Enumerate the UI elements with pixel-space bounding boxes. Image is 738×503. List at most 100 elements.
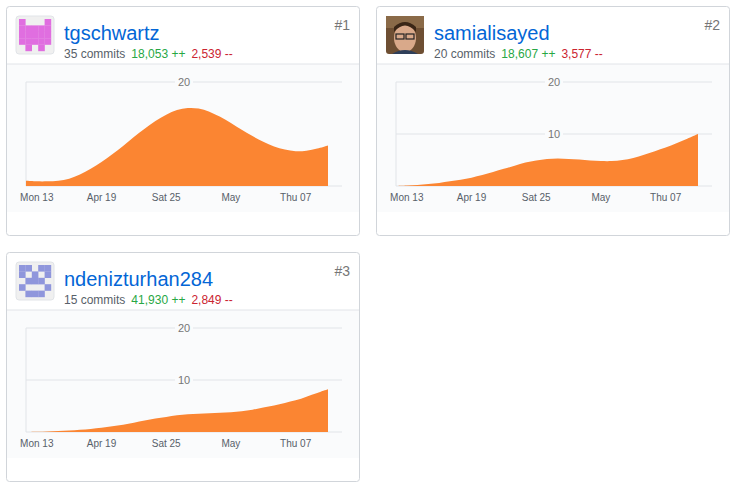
username[interactable]: samialisayed	[434, 22, 550, 44]
avatar-bg	[16, 262, 54, 300]
plot-background	[7, 64, 359, 212]
avatar-pixel	[38, 291, 45, 298]
commit-count: 20 commits	[434, 47, 495, 61]
avatar-pixel	[32, 32, 39, 39]
y-tick-label: 20	[178, 322, 190, 334]
tick-label-bg	[175, 322, 193, 334]
y-tick-label: 10	[548, 128, 560, 140]
avatar-glasses	[406, 34, 414, 39]
avatar-pixel	[32, 38, 39, 45]
commit-count: 15 commits	[64, 293, 125, 307]
x-tick-label: Apr 19	[87, 192, 117, 203]
card-frame	[7, 253, 360, 482]
x-tick-label: May	[221, 438, 240, 449]
deletions: 2,539 --	[191, 47, 232, 61]
additions: 18,053 ++	[131, 47, 185, 61]
avatar-pixel	[19, 38, 26, 45]
avatar-pixel	[25, 38, 32, 45]
username[interactable]: ndenizturhan284	[64, 268, 213, 290]
avatar-pixel	[45, 271, 52, 278]
x-tick-label: May	[591, 192, 610, 203]
avatar-pixel	[19, 265, 26, 272]
tick-label-bg	[175, 374, 193, 386]
avatar-pixel	[19, 25, 26, 32]
plot-marks	[26, 389, 328, 432]
avatar-pixel	[32, 291, 39, 298]
avatar	[16, 16, 54, 54]
x-tick-label: Mon 13	[390, 192, 424, 203]
x-tick-label: Thu 07	[280, 438, 312, 449]
avatar-pixel	[25, 32, 32, 39]
avatar-pixel	[25, 278, 32, 285]
avatar-shirt	[392, 50, 418, 54]
commit-area	[26, 108, 328, 186]
commit-count: 35 commits	[64, 47, 125, 61]
x-tick-label: Sat 25	[152, 438, 181, 449]
avatar-pixel	[45, 25, 52, 32]
avatar-pixel	[45, 284, 52, 291]
grid	[396, 82, 712, 134]
avatar-pixel	[25, 25, 32, 32]
avatar-hair	[394, 22, 416, 32]
plot-marks	[396, 134, 698, 186]
contributor-card: samialisayed#220 commits18,607 ++3,577 -…	[377, 7, 730, 236]
y-tick-labels: 10 20	[545, 76, 563, 140]
additions: 18,607 ++	[501, 47, 555, 61]
avatar-pixel	[25, 265, 32, 272]
avatar-pixel	[38, 32, 45, 39]
avatar-pixel	[45, 19, 52, 26]
avatar-bg	[386, 16, 424, 54]
avatar-pixel	[32, 278, 39, 285]
x-tick-label: Sat 25	[522, 192, 551, 203]
avatar-pixel	[45, 265, 52, 272]
avatar-bg	[16, 16, 54, 54]
avatar	[386, 16, 424, 54]
username[interactable]: tgschwartz	[64, 22, 160, 44]
x-tick-label: May	[221, 192, 240, 203]
x-tick-labels: Mon 13Apr 19Sat 25MayThu 07	[20, 438, 312, 449]
tick-label-bg	[175, 76, 193, 88]
x-tick-labels: Mon 13Apr 19Sat 25MayThu 07	[20, 192, 312, 203]
y-axis-line	[26, 82, 27, 186]
x-tick-labels: Mon 13 Apr 19 Sat 25 May Thu 07	[390, 192, 682, 203]
avatar	[16, 262, 54, 300]
y-tick-label: 20	[548, 76, 560, 88]
avatar-pixel	[45, 38, 52, 45]
avatar-pixel	[19, 271, 26, 278]
tick-label-bg	[545, 76, 563, 88]
plot-background	[377, 64, 729, 212]
avatar-pixel	[45, 32, 52, 39]
additions: 41,930 ++	[131, 293, 185, 307]
avatar-pixel	[38, 25, 45, 32]
x-tick-label: Mon 13	[20, 192, 54, 203]
y-tick-labels: 20	[175, 76, 193, 88]
y-tick-labels: 10 20	[175, 322, 193, 386]
grid	[26, 328, 342, 380]
commit-area	[396, 134, 698, 186]
rank: #3	[334, 263, 350, 279]
avatar-pixel	[32, 271, 39, 278]
contributor-card: tgschwartz #1 35 commits 18,053 ++ 2,539 -- 2…	[7, 7, 360, 236]
x-tick-label: Apr 19	[457, 192, 487, 203]
avatar-pixel	[19, 19, 26, 26]
x-tick-label: Apr 19	[87, 438, 117, 449]
header-divider	[377, 64, 729, 65]
rank: #1	[334, 17, 350, 33]
avatar-pixel	[38, 38, 45, 45]
avatar-pixel	[25, 45, 32, 52]
plot-background	[7, 310, 359, 458]
y-tick-label: 10	[178, 374, 190, 386]
deletions: 3,577 --	[561, 47, 602, 61]
contributor-card: ndenizturhan284#315 commits41,930 ++2,84…	[7, 253, 360, 482]
y-tick-label: 20	[178, 76, 190, 88]
tick-label-bg	[545, 128, 563, 140]
commit-area	[26, 389, 328, 432]
page: tgschwartz #1 35 commits 18,053 ++ 2,539 -- 2…	[0, 0, 738, 503]
avatar-pixel	[38, 45, 45, 52]
card-frame	[377, 7, 730, 236]
avatar-glasses	[396, 34, 404, 39]
header-divider	[7, 310, 359, 311]
x-tick-label: Thu 07	[650, 192, 682, 203]
avatar-pixel	[19, 32, 26, 39]
card-frame	[7, 7, 360, 236]
